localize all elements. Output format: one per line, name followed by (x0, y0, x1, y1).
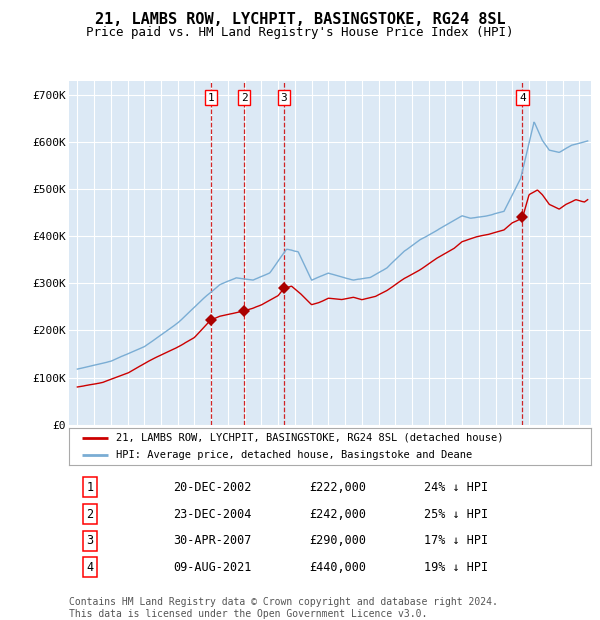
Text: 3: 3 (280, 92, 287, 103)
Text: Price paid vs. HM Land Registry's House Price Index (HPI): Price paid vs. HM Land Registry's House … (86, 26, 514, 39)
Text: 1: 1 (86, 481, 94, 494)
Text: 3: 3 (86, 534, 94, 547)
Text: 09-AUG-2021: 09-AUG-2021 (173, 560, 252, 574)
Text: 2: 2 (86, 508, 94, 521)
Text: £440,000: £440,000 (309, 560, 366, 574)
Text: 21, LAMBS ROW, LYCHPIT, BASINGSTOKE, RG24 8SL (detached house): 21, LAMBS ROW, LYCHPIT, BASINGSTOKE, RG2… (116, 433, 503, 443)
Text: 1: 1 (208, 92, 214, 103)
Text: 2: 2 (241, 92, 248, 103)
Text: £242,000: £242,000 (309, 508, 366, 521)
Text: 23-DEC-2004: 23-DEC-2004 (173, 508, 252, 521)
Text: £222,000: £222,000 (309, 481, 366, 494)
Text: 21, LAMBS ROW, LYCHPIT, BASINGSTOKE, RG24 8SL: 21, LAMBS ROW, LYCHPIT, BASINGSTOKE, RG2… (95, 12, 505, 27)
Text: 4: 4 (86, 560, 94, 574)
Text: 30-APR-2007: 30-APR-2007 (173, 534, 252, 547)
Text: 19% ↓ HPI: 19% ↓ HPI (424, 560, 488, 574)
Text: Contains HM Land Registry data © Crown copyright and database right 2024.
This d: Contains HM Land Registry data © Crown c… (69, 597, 498, 619)
Text: 17% ↓ HPI: 17% ↓ HPI (424, 534, 488, 547)
Text: £290,000: £290,000 (309, 534, 366, 547)
Text: 4: 4 (519, 92, 526, 103)
Text: HPI: Average price, detached house, Basingstoke and Deane: HPI: Average price, detached house, Basi… (116, 450, 472, 460)
Text: 20-DEC-2002: 20-DEC-2002 (173, 481, 252, 494)
Text: 24% ↓ HPI: 24% ↓ HPI (424, 481, 488, 494)
Text: 25% ↓ HPI: 25% ↓ HPI (424, 508, 488, 521)
